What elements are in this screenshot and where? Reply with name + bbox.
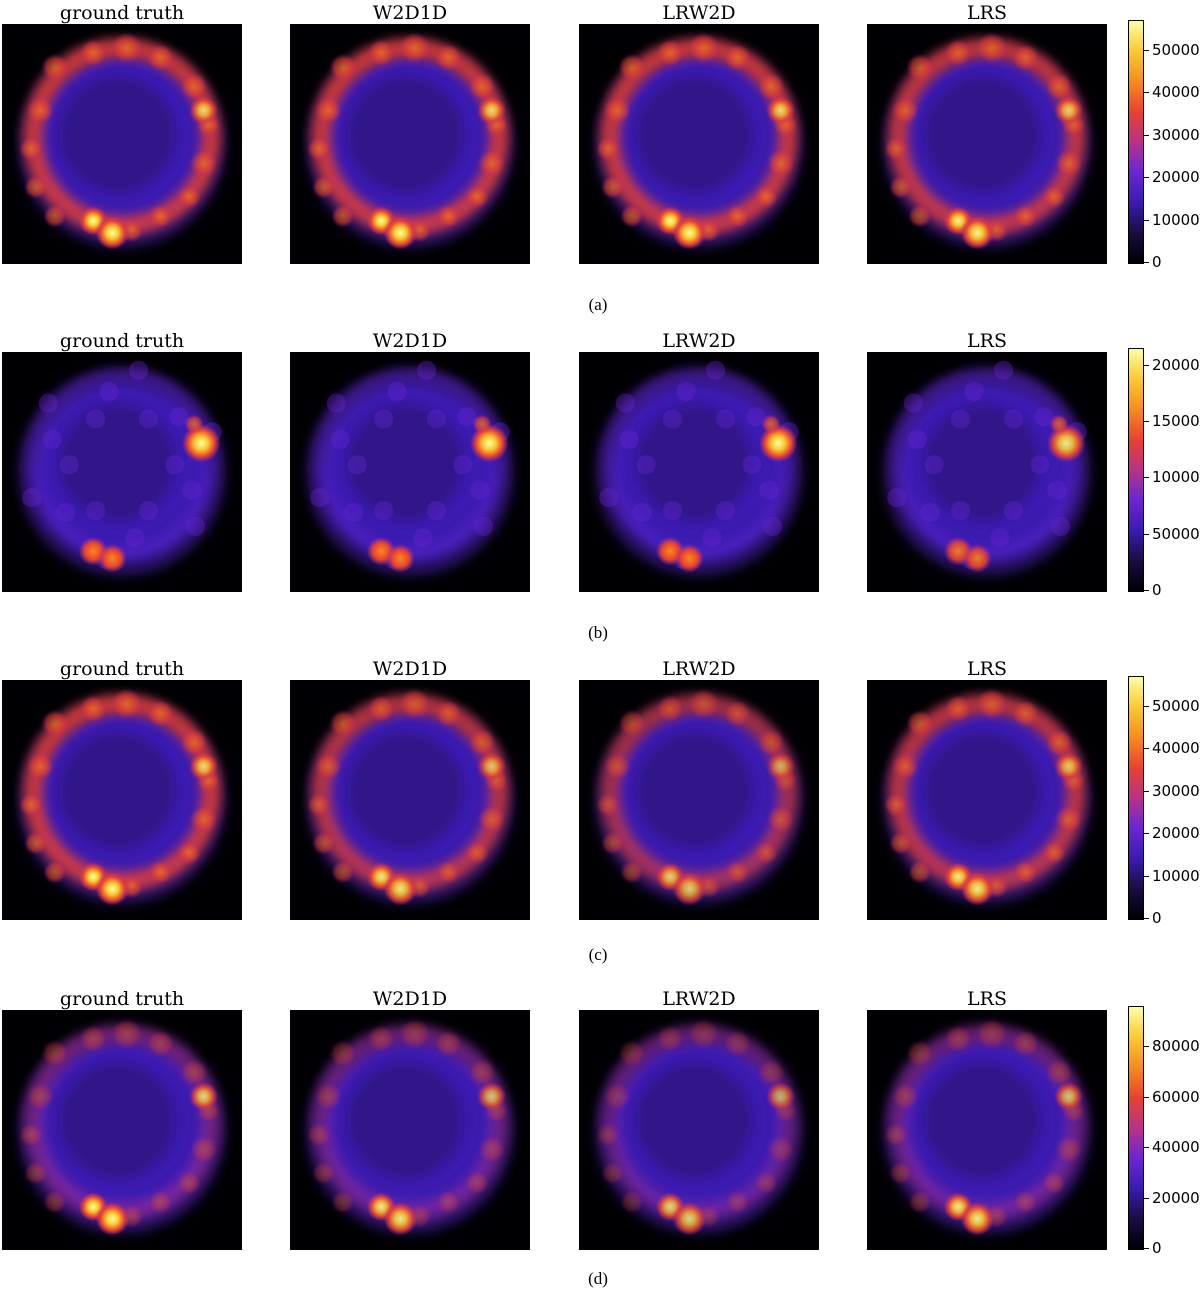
colorbar-tick <box>1144 1248 1149 1249</box>
colorbar-tick <box>1144 262 1149 263</box>
colorbar-tick-label: 200000 <box>1152 355 1200 374</box>
colorbar-tick-label: 60000 <box>1152 1087 1200 1106</box>
colorbar <box>1128 1006 1144 1250</box>
panel-title: W2D1D <box>372 330 448 352</box>
colorbar-tick <box>1144 918 1149 919</box>
colorbar-tick-label: 20000 <box>1152 824 1200 843</box>
heatmap-panel <box>2 352 242 592</box>
heatmap-panel <box>290 352 530 592</box>
colorbar-tick <box>1144 92 1149 94</box>
colorbar-tick-label: 50000 <box>1152 40 1200 59</box>
colorbar-tick <box>1144 49 1149 51</box>
panel-title: ground truth <box>59 658 185 680</box>
panel-title: ground truth <box>59 2 185 24</box>
panel-title: ground truth <box>59 330 185 352</box>
colorbar-tick <box>1144 421 1149 423</box>
colorbar-tick-label: 50000 <box>1152 524 1200 543</box>
colorbar-tick-label: 100000 <box>1152 468 1200 487</box>
heatmap-panel <box>579 680 819 920</box>
heatmap-panel <box>867 1010 1107 1250</box>
colorbar-tick-label: 10000 <box>1152 210 1200 229</box>
colorbar <box>1128 676 1144 920</box>
colorbar-tick-label: 20000 <box>1152 168 1200 187</box>
colorbar-tick-label: 150000 <box>1152 412 1200 431</box>
heatmap-panel <box>290 1010 530 1250</box>
heatmap-panel <box>579 24 819 264</box>
colorbar-tick-label: 30000 <box>1152 781 1200 800</box>
panel-title: ground truth <box>59 988 185 1010</box>
colorbar-tick <box>1144 134 1149 136</box>
panel-title: LRS <box>967 658 1007 680</box>
colorbar-tick-label: 50000 <box>1152 696 1200 715</box>
colorbar-tick-label: 40000 <box>1152 83 1200 102</box>
heatmap-panel <box>867 24 1107 264</box>
panel-title: W2D1D <box>372 988 448 1010</box>
colorbar-tick-label: 20000 <box>1152 1188 1200 1207</box>
heatmap-panel <box>867 680 1107 920</box>
heatmap-panel <box>2 1010 242 1250</box>
heatmap-panel <box>579 352 819 592</box>
heatmap-panel <box>2 680 242 920</box>
heatmap-panel <box>867 352 1107 592</box>
colorbar-tick <box>1144 477 1149 479</box>
subfigure-caption: (d) <box>588 1269 608 1288</box>
panel-title: LRS <box>967 2 1007 24</box>
colorbar-tick <box>1144 1096 1149 1098</box>
panel-title: LRW2D <box>662 2 736 24</box>
panel-title: LRW2D <box>662 330 736 352</box>
colorbar-tick <box>1144 790 1149 792</box>
colorbar <box>1128 348 1144 592</box>
colorbar-tick <box>1144 219 1149 221</box>
colorbar-tick-label: 40000 <box>1152 739 1200 758</box>
colorbar-tick <box>1144 1046 1149 1048</box>
panel-title: W2D1D <box>372 2 448 24</box>
colorbar-tick-label: 80000 <box>1152 1037 1200 1056</box>
colorbar-tick <box>1144 533 1149 535</box>
colorbar-tick <box>1144 748 1149 750</box>
subfigure-caption: (a) <box>588 295 608 314</box>
colorbar-tick <box>1144 177 1149 179</box>
colorbar-tick-label: 0 <box>1152 1239 1162 1257</box>
colorbar-tick-label: 40000 <box>1152 1138 1200 1157</box>
colorbar-tick <box>1144 590 1149 591</box>
colorbar-tick <box>1144 1147 1149 1149</box>
figure-row: ground truth W2D1D <box>0 0 1200 320</box>
colorbar-tick-label: 0 <box>1152 581 1162 599</box>
subfigure-caption: (c) <box>588 945 608 964</box>
colorbar-tick <box>1144 364 1149 366</box>
colorbar-tick <box>1144 875 1149 877</box>
colorbar <box>1128 20 1144 264</box>
colorbar-tick-label: 0 <box>1152 253 1162 271</box>
colorbar-tick <box>1144 705 1149 707</box>
colorbar-tick <box>1144 1197 1149 1199</box>
heatmap-panel <box>579 1010 819 1250</box>
panel-title: W2D1D <box>372 658 448 680</box>
heatmap-panel <box>2 24 242 264</box>
heatmap-panel <box>290 680 530 920</box>
colorbar-tick <box>1144 833 1149 835</box>
panel-title: LRW2D <box>662 988 736 1010</box>
heatmap-panel <box>290 24 530 264</box>
figure-row: ground truth W2D1D <box>0 986 1200 1306</box>
panel-title: LRS <box>967 988 1007 1010</box>
panel-title: LRW2D <box>662 658 736 680</box>
subfigure-caption: (b) <box>588 623 608 642</box>
colorbar-tick-label: 10000 <box>1152 866 1200 885</box>
figure-row: ground truth W2D1D <box>0 328 1200 648</box>
panel-title: LRS <box>967 330 1007 352</box>
colorbar-tick-label: 30000 <box>1152 125 1200 144</box>
colorbar-tick-label: 0 <box>1152 909 1162 927</box>
figure-row: ground truth W2D1D <box>0 656 1200 976</box>
